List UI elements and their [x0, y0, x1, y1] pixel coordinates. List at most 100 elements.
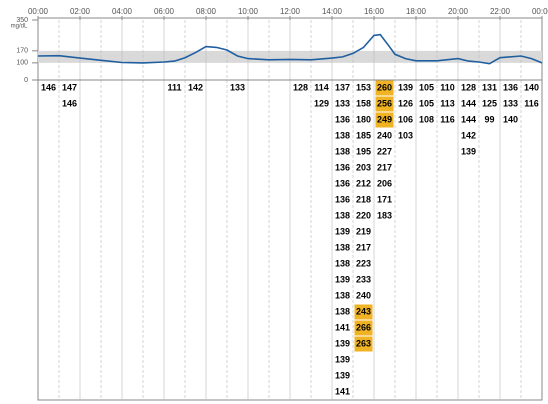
y-tick-label: 0 — [24, 77, 28, 84]
reading: 195 — [356, 146, 371, 156]
reading: 128 — [293, 82, 308, 92]
reading: 240 — [356, 290, 371, 300]
reading: 105 — [419, 98, 434, 108]
x-tick-label: 04:00 — [112, 7, 133, 16]
x-tick-label: 06:00 — [154, 7, 175, 16]
reading: 99 — [484, 114, 494, 124]
reading: 133 — [503, 98, 518, 108]
highlight — [375, 96, 394, 112]
x-tick-label: 12:00 — [280, 7, 301, 16]
reading: 129 — [314, 98, 329, 108]
reading: 111 — [167, 82, 181, 92]
reading: 139 — [335, 354, 350, 364]
x-tick-label: 16:00 — [364, 7, 385, 16]
x-tick-label: 02:00 — [70, 7, 91, 16]
reading: 266 — [356, 322, 371, 332]
reading: 146 — [62, 98, 77, 108]
reading: 133 — [335, 98, 350, 108]
reading: 116 — [524, 98, 539, 108]
reading: 140 — [503, 114, 518, 124]
reading: 158 — [356, 98, 371, 108]
reading: 106 — [398, 114, 413, 124]
reading: 131 — [482, 82, 497, 92]
reading: 139 — [335, 338, 350, 348]
reading: 136 — [335, 114, 350, 124]
reading: 133 — [230, 82, 245, 92]
x-tick-label: 00:00 — [28, 7, 49, 16]
reading: 256 — [377, 98, 392, 108]
reading: 138 — [335, 258, 350, 268]
reading: 218 — [356, 194, 371, 204]
reading: 183 — [377, 210, 392, 220]
reading: 141 — [335, 386, 350, 396]
reading: 137 — [335, 82, 350, 92]
reading: 144 — [461, 98, 476, 108]
reading: 138 — [335, 290, 350, 300]
reading: 138 — [335, 210, 350, 220]
reading: 171 — [377, 194, 392, 204]
reading: 146 — [41, 82, 56, 92]
x-tick-label: 08:00 — [196, 7, 217, 16]
y-unit: mg/dL — [11, 24, 28, 30]
reading: 138 — [335, 130, 350, 140]
reading: 139 — [398, 82, 413, 92]
reading: 103 — [398, 130, 413, 140]
reading: 139 — [335, 226, 350, 236]
reading: 138 — [335, 242, 350, 252]
highlight — [375, 112, 394, 128]
y-tick-label: 350 — [16, 17, 28, 24]
reading: 126 — [398, 98, 413, 108]
reading: 116 — [440, 114, 455, 124]
reading: 212 — [356, 178, 371, 188]
reading: 125 — [482, 98, 497, 108]
reading: 110 — [440, 82, 455, 92]
reading: 128 — [461, 82, 476, 92]
reading: 142 — [461, 130, 476, 140]
reading: 206 — [377, 178, 392, 188]
reading: 108 — [419, 114, 434, 124]
reading: 260 — [377, 82, 392, 92]
reading: 136 — [335, 162, 350, 172]
reading: 147 — [62, 82, 77, 92]
highlight — [354, 320, 373, 336]
reading: 249 — [377, 114, 392, 124]
reading: 203 — [356, 162, 371, 172]
highlight — [354, 336, 373, 352]
reading: 144 — [461, 114, 476, 124]
reading: 138 — [335, 146, 350, 156]
reading: 141 — [335, 322, 350, 332]
reading: 105 — [419, 82, 434, 92]
reading: 136 — [335, 178, 350, 188]
highlight — [375, 80, 394, 96]
x-tick-label: 14:00 — [322, 7, 343, 16]
x-tick-label: 00:00 — [532, 7, 548, 16]
y-tick-label: 100 — [16, 60, 28, 67]
y-tick-label: 170 — [16, 48, 28, 55]
reading: 153 — [356, 82, 371, 92]
reading: 136 — [503, 82, 518, 92]
x-tick-label: 10:00 — [238, 7, 259, 16]
reading: 136 — [335, 194, 350, 204]
reading: 114 — [314, 82, 329, 92]
highlight — [354, 304, 373, 320]
reading: 217 — [377, 162, 392, 172]
reading: 220 — [356, 210, 371, 220]
reading: 233 — [356, 274, 371, 284]
reading: 243 — [356, 306, 371, 316]
reading: 240 — [377, 130, 392, 140]
glucose-line — [37, 33, 543, 65]
reading: 263 — [356, 338, 371, 348]
reading: 138 — [335, 306, 350, 316]
reading: 219 — [356, 226, 371, 236]
reading: 180 — [356, 114, 371, 124]
reading: 140 — [524, 82, 539, 92]
x-tick-label: 20:00 — [448, 7, 469, 16]
reading: 113 — [440, 98, 455, 108]
reading: 139 — [461, 146, 476, 156]
x-tick-label: 22:00 — [490, 7, 511, 16]
x-tick-label: 18:00 — [406, 7, 427, 16]
reading: 223 — [356, 258, 371, 268]
reading: 142 — [188, 82, 203, 92]
reading: 139 — [335, 370, 350, 380]
